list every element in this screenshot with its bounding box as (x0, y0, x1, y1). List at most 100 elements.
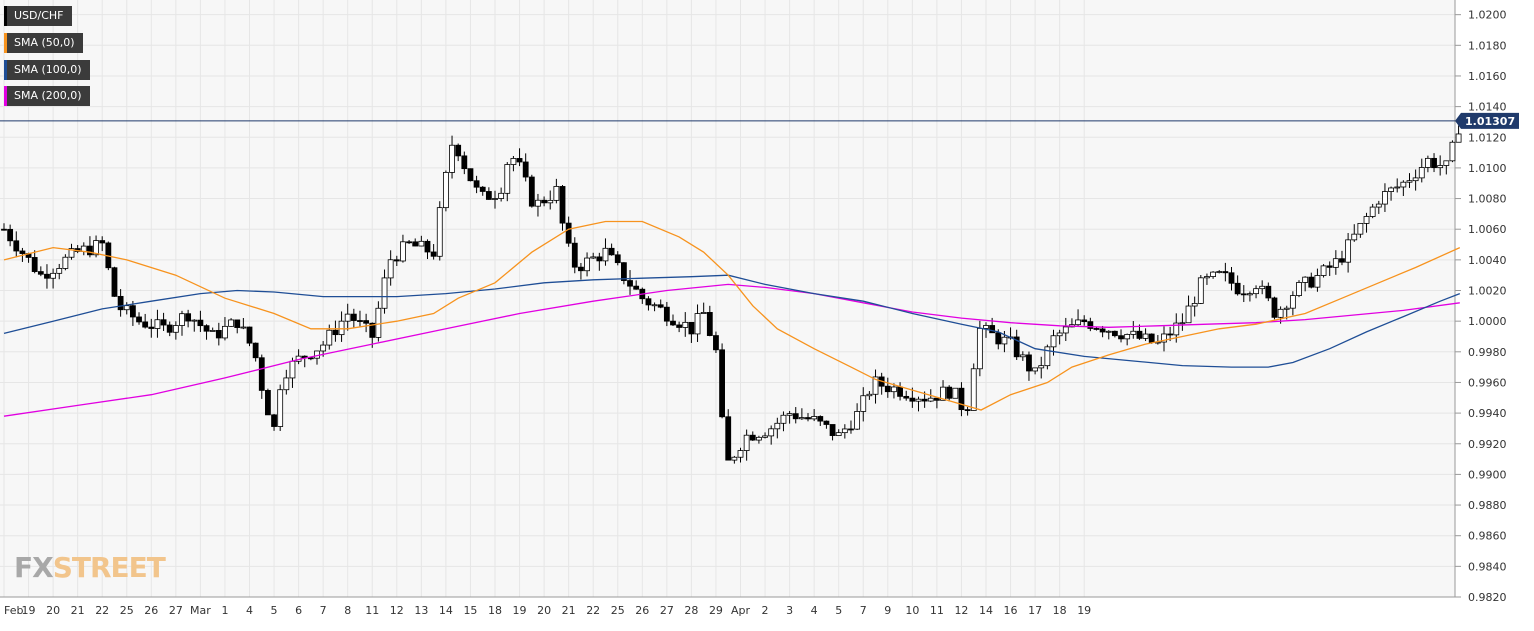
y-tick-label: 1.0180 (1468, 39, 1507, 52)
candle-body (44, 273, 50, 279)
candle-body (854, 411, 861, 430)
candle-body (1173, 322, 1180, 336)
legend-sma50[interactable]: SMA (50,0) (4, 33, 83, 53)
candle-body (1148, 333, 1155, 343)
candle-body (841, 428, 848, 434)
candle-body (400, 241, 406, 262)
y-tick-label: 1.0160 (1468, 70, 1507, 83)
candle-body (338, 320, 345, 336)
candle-body (1418, 167, 1425, 179)
y-tick-label: 1.0140 (1468, 101, 1507, 114)
x-tick-label: 27 (660, 604, 674, 617)
candle-body (179, 313, 185, 326)
y-tick-label: 0.9880 (1468, 499, 1507, 512)
sma-200-line (3, 283, 1460, 417)
candle-body (222, 325, 228, 339)
candle-body (1240, 293, 1247, 296)
candle-body (1099, 328, 1106, 333)
candle-body (228, 319, 234, 327)
candle-body (442, 172, 449, 209)
candle-body (1357, 222, 1364, 235)
candle-body (252, 342, 259, 359)
candle-body (1056, 332, 1063, 337)
candle-body (713, 335, 719, 351)
y-tick-label: 0.9860 (1468, 530, 1507, 543)
legend-sma200[interactable]: SMA (200,0) (4, 86, 90, 106)
candle-body (99, 240, 106, 244)
x-axis-background (0, 597, 1455, 626)
candle-body (1332, 258, 1339, 268)
fxstreet-logo: FXSTREET (14, 551, 166, 584)
candle-body (369, 322, 376, 338)
candle-body (1375, 203, 1382, 208)
candle-body (320, 344, 327, 352)
candle-body (418, 240, 425, 247)
sma-100-line (3, 274, 1461, 368)
candle-body (1253, 288, 1259, 295)
candle-body (983, 325, 989, 329)
y-tick-label: 1.0100 (1468, 162, 1507, 175)
candle-body (731, 456, 738, 461)
candle-body (571, 242, 578, 268)
candle-body (1302, 276, 1309, 283)
candle-body (1087, 321, 1094, 329)
candle-body (756, 436, 762, 441)
candle-body (37, 271, 44, 275)
x-tick-label: 12 (954, 604, 968, 617)
candle-body (1, 228, 7, 231)
y-tick-label: 0.9960 (1468, 376, 1507, 389)
y-tick-label: 1.0060 (1468, 223, 1507, 236)
legend-sma100[interactable]: SMA (100,0) (4, 60, 90, 80)
candle-body (547, 199, 554, 204)
candle-body (614, 254, 621, 264)
candle-body (768, 428, 775, 437)
candle-body (903, 395, 910, 399)
candle-body (1449, 141, 1456, 162)
candle-body (479, 186, 486, 192)
candle-body (191, 319, 198, 322)
candle-body (792, 413, 799, 420)
candle-body (958, 387, 965, 411)
plot-background (0, 0, 1455, 597)
candle-body (1081, 319, 1088, 323)
candle-body (332, 329, 339, 336)
candle-body (234, 319, 241, 328)
y-tick-label: 1.0120 (1468, 131, 1507, 144)
candle-body (375, 307, 382, 338)
candle-body (1437, 165, 1444, 169)
x-tick-label: 25 (120, 604, 134, 617)
candle-body (817, 416, 824, 422)
candle-body (1247, 293, 1253, 296)
candle-body (1228, 272, 1235, 284)
candle-body (326, 329, 333, 346)
candle-body (1455, 133, 1462, 143)
legend-usdchf[interactable]: USD/CHF (4, 6, 72, 26)
x-tick-label: 21 (71, 604, 85, 617)
x-tick-label: 5 (835, 604, 842, 617)
candle-body (1075, 319, 1081, 326)
candle-body (1130, 330, 1137, 335)
candle-body (719, 349, 725, 418)
candle-body (93, 240, 99, 256)
candle-body (265, 390, 271, 416)
candle-body (1111, 330, 1118, 337)
candle-body (406, 241, 412, 244)
x-tick-label: Feb (4, 604, 23, 617)
candle-body (620, 262, 627, 281)
candle-body (461, 155, 468, 170)
candle-body (258, 357, 265, 391)
candle-body (964, 409, 971, 412)
candle-body (19, 250, 26, 254)
candle-body (676, 324, 683, 328)
y-axis-labels: 1.0200 1.0180 1.0160 1.0140 1.0120 1.0100 1.00… (1468, 9, 1507, 604)
candle-body (1050, 335, 1057, 348)
candle-body (1259, 285, 1266, 290)
candle-body (578, 266, 584, 272)
y-tick-label: 1.0040 (1468, 254, 1507, 267)
x-tick-label: 18 (488, 604, 502, 617)
candle-body (283, 377, 290, 391)
candle-body (1234, 282, 1241, 295)
